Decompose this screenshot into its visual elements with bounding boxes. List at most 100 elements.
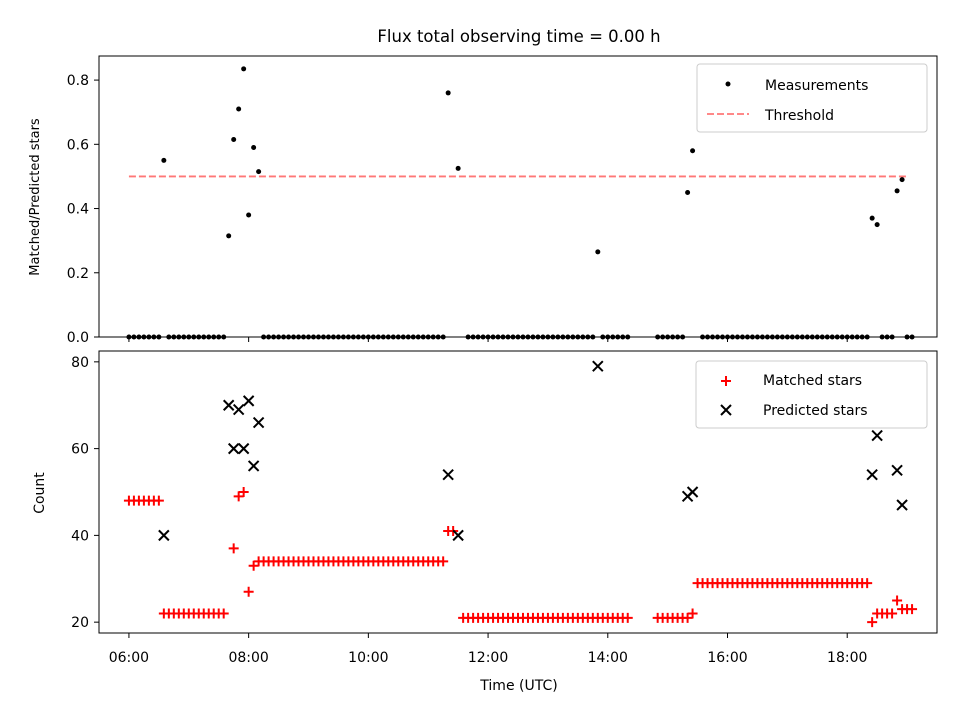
bottom-x-axis: 06:00 08:00 10:00 12:00 14:00 16:00 18:00 bbox=[109, 633, 867, 666]
measurement-point bbox=[700, 334, 706, 340]
predicted-star-point bbox=[891, 464, 903, 477]
measurement-point bbox=[370, 334, 376, 340]
measurement-point bbox=[465, 334, 471, 340]
measurement-point bbox=[196, 334, 202, 340]
measurement-point bbox=[789, 334, 795, 340]
bottom-series-layer bbox=[123, 360, 918, 628]
matched-star-point bbox=[228, 543, 239, 554]
matched-star-point bbox=[867, 617, 878, 628]
bottom-y-axis-label: Count bbox=[32, 472, 48, 514]
measurement-point bbox=[615, 334, 621, 340]
measurement-point bbox=[261, 334, 267, 340]
measurement-point bbox=[734, 334, 740, 340]
measurement-point bbox=[291, 334, 297, 340]
measurement-point bbox=[784, 334, 790, 340]
measurement-point bbox=[764, 334, 770, 340]
measurement-point bbox=[705, 334, 711, 340]
measurement-point bbox=[375, 334, 381, 340]
measurement-point bbox=[744, 334, 750, 340]
predicted-star-point bbox=[158, 529, 170, 542]
measurement-point bbox=[151, 334, 157, 340]
bottom-plot-area bbox=[98, 350, 938, 634]
measurement-point bbox=[475, 334, 481, 340]
measurement-point bbox=[799, 334, 805, 340]
matched-star-point bbox=[892, 595, 903, 606]
legend-measurements-label: Measurements bbox=[765, 78, 868, 94]
measurement-point bbox=[894, 188, 900, 194]
measurement-point bbox=[530, 334, 536, 340]
measurement-point bbox=[221, 334, 227, 340]
measurement-point bbox=[246, 212, 252, 218]
top-y-tick-label: 0.4 bbox=[67, 202, 89, 218]
measurement-point bbox=[625, 334, 631, 340]
measurement-point bbox=[610, 334, 616, 340]
measurement-point bbox=[296, 334, 302, 340]
measurement-point bbox=[306, 334, 311, 340]
measurement-point bbox=[415, 334, 421, 340]
measurement-point bbox=[505, 334, 511, 340]
predicted-star-point bbox=[871, 429, 883, 442]
measurement-point bbox=[849, 334, 855, 340]
measurement-point bbox=[360, 334, 366, 340]
measurement-point bbox=[715, 334, 721, 340]
measurement-point bbox=[325, 334, 331, 340]
measurement-point bbox=[315, 334, 321, 340]
matched-star-point bbox=[887, 608, 898, 619]
measurement-point bbox=[335, 334, 341, 340]
top-y-tick-label: 0.6 bbox=[67, 137, 89, 153]
legend-predicted-label: Predicted stars bbox=[763, 403, 868, 419]
measurement-point bbox=[834, 334, 840, 340]
measurement-point bbox=[690, 148, 696, 154]
measurement-point bbox=[141, 334, 147, 340]
measurement-point bbox=[540, 334, 546, 340]
measurement-point bbox=[390, 334, 396, 340]
bottom-y-tick-label: 40 bbox=[71, 528, 89, 544]
measurement-point bbox=[839, 334, 845, 340]
measurement-point bbox=[281, 334, 287, 340]
measurement-point bbox=[166, 334, 172, 340]
measurement-point bbox=[515, 334, 521, 340]
top-y-tick-label: 0.8 bbox=[67, 73, 89, 89]
measurement-point bbox=[495, 334, 501, 340]
measurement-point bbox=[186, 334, 192, 340]
top-series-layer bbox=[126, 66, 915, 340]
measurement-point bbox=[440, 334, 446, 340]
measurement-point bbox=[854, 334, 860, 340]
measurement-point bbox=[470, 334, 476, 340]
measurement-point bbox=[525, 334, 531, 340]
measurement-point bbox=[455, 165, 461, 171]
measurement-point bbox=[380, 334, 386, 340]
measurement-point bbox=[710, 334, 716, 340]
measurement-point bbox=[899, 177, 905, 183]
predicted-star-point bbox=[442, 468, 454, 481]
measurement-point bbox=[565, 334, 571, 340]
measurement-point bbox=[241, 66, 247, 72]
bottom-y-axis: 20 40 60 80 bbox=[71, 355, 99, 631]
top-x-axis bbox=[128, 337, 848, 342]
predicted-star-point bbox=[247, 460, 260, 472]
measurement-point bbox=[889, 334, 895, 340]
measurement-point bbox=[206, 334, 212, 340]
measurement-point bbox=[400, 334, 406, 340]
matched-star-point bbox=[153, 495, 164, 506]
bottom-x-tick-label: 14:00 bbox=[588, 650, 628, 666]
matched-star-point bbox=[238, 487, 249, 497]
measurement-point bbox=[500, 334, 506, 340]
matched-star-point bbox=[253, 556, 264, 567]
top-legend-box bbox=[696, 63, 928, 133]
measurement-point bbox=[879, 334, 885, 340]
measurement-point bbox=[385, 334, 391, 340]
predicted-star-point bbox=[237, 442, 250, 455]
measurement-point bbox=[794, 334, 800, 340]
measurement-point bbox=[405, 334, 411, 340]
measurement-point bbox=[226, 233, 232, 239]
measurement-point bbox=[665, 334, 671, 340]
measurement-point bbox=[550, 334, 556, 340]
measurement-point bbox=[670, 334, 676, 340]
measurement-point bbox=[829, 334, 835, 340]
measurement-point bbox=[769, 334, 775, 340]
measurement-point bbox=[819, 334, 825, 340]
measurement-point bbox=[675, 334, 681, 340]
measurement-point bbox=[425, 334, 431, 340]
